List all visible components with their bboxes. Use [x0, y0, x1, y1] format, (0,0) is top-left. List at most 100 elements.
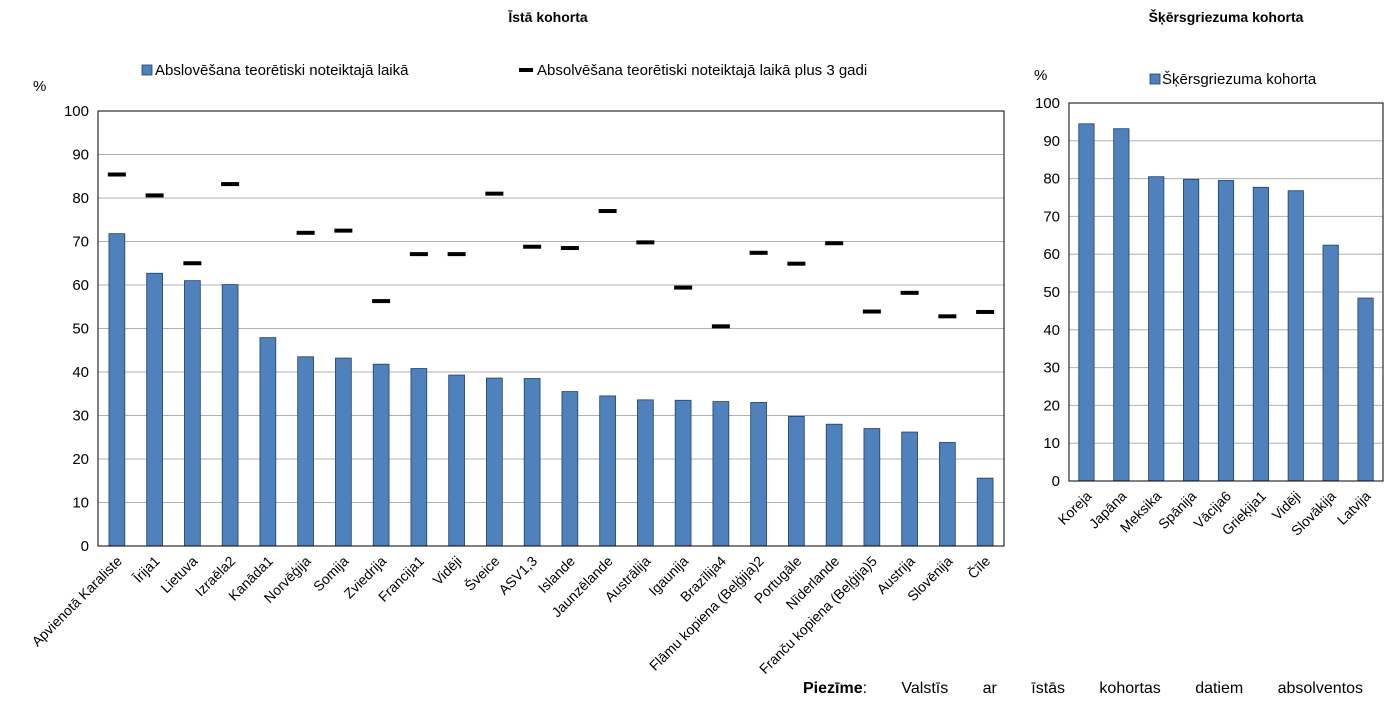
marker-francija1: [409, 252, 428, 257]
right-chart-title: Šķērsgriezuma kohorta: [1149, 8, 1304, 25]
bar-igaunija: [674, 399, 692, 547]
y-tick-label: 100: [1035, 95, 1060, 112]
legend-swatch-cross-section: [1149, 73, 1161, 85]
marker-portugale: [787, 261, 806, 266]
bar-irija1: [146, 272, 163, 547]
marker-igaunija: [674, 285, 693, 290]
left-y-axis-label: %: [33, 78, 46, 95]
bar-videji: [448, 374, 465, 547]
bar-slovakija: [1322, 244, 1339, 482]
left-gridlines: [98, 154, 1004, 503]
bar-sveice: [486, 377, 503, 547]
y-tick-label: 90: [72, 147, 89, 164]
marker-niderlande: [825, 241, 844, 246]
bar-lietuva: [184, 280, 201, 547]
left-plot-frame: [97, 110, 1005, 547]
marker-australija: [636, 240, 655, 245]
marker-apvienota-karaliste: [107, 172, 126, 177]
y-tick-label: 50: [1043, 284, 1060, 301]
left-category-labels: Apvienotā Karaliste Īrija1LietuvaIzraēla2…: [28, 553, 993, 677]
bar-islande: [561, 391, 579, 547]
y-tick-label: 30: [72, 408, 89, 425]
right-legend: Šķērsgriezuma kohorta: [1149, 71, 1317, 88]
marker-asv1-3: [523, 244, 542, 249]
left-y-tick-labels: 0 10 20 30 40 50 60 70 80 90 100: [64, 103, 89, 555]
footnote-label: Piezīme: [803, 680, 863, 697]
marker-cile: [976, 309, 995, 314]
legend-label-bar: Abslovēšana teorētiski noteiktajā laikā: [155, 62, 409, 79]
marker-francu-kopiena-belgija-5: [862, 309, 881, 314]
legend-label-marker: Absolvēšana teorētiski noteiktajā laikā …: [537, 62, 867, 79]
bar-brazilija4: [712, 401, 730, 547]
marker-irija1: [145, 193, 164, 198]
footnote-text: : Valstīs ar īstās kohortas datiem absol…: [862, 680, 1363, 697]
bar-niderlande: [825, 423, 843, 547]
y-tick-label: 30: [1043, 360, 1060, 377]
marker-izraela2: [221, 182, 240, 187]
y-tick-label: 70: [1043, 208, 1060, 225]
category-label: Īrija1: [130, 553, 163, 586]
y-tick-label: 0: [81, 538, 89, 555]
bar-portugale: [788, 415, 805, 547]
y-tick-label: 20: [72, 451, 89, 468]
legend-swatch-bar: [141, 64, 153, 76]
bar-austrija: [901, 431, 918, 547]
bar-latvija: [1357, 297, 1374, 482]
bar-asv1-3: [523, 378, 541, 547]
right-plot-frame: [1068, 102, 1384, 482]
bar-norvegija: [297, 356, 314, 547]
bar-apvienota-karaliste: [108, 233, 126, 547]
y-tick-label: 60: [1043, 246, 1060, 263]
right-bars: [1078, 123, 1374, 482]
y-tick-label: 0: [1052, 473, 1060, 490]
marker-flamu-kopiena-belgija-2: [749, 250, 768, 255]
bar-flamu-kopiena-belgija-2: [750, 402, 767, 547]
right-category-labels: KorejaJapānaMeksikaSpānijaVācija6Grieķij…: [1055, 488, 1374, 539]
bar-jaunzelande: [599, 395, 616, 547]
marker-norvegija: [296, 230, 315, 235]
bar-spanija: [1183, 178, 1200, 482]
category-label: Vidēji: [429, 553, 464, 588]
bar-cile: [976, 477, 994, 547]
bar-zviedrija: [372, 363, 390, 547]
legend-label-cross-section: Šķērsgriezuma kohorta: [1162, 71, 1317, 88]
left-legend: Abslovēšana teorētiski noteiktajā laikā …: [141, 62, 867, 79]
left-markers: [107, 172, 995, 329]
y-tick-label: 70: [72, 234, 89, 251]
bar-griekija1: [1252, 186, 1269, 482]
bar-australija: [637, 399, 654, 547]
category-label: ASV1,3: [495, 553, 540, 598]
y-tick-label: 50: [72, 321, 89, 338]
y-tick-label: 10: [72, 495, 89, 512]
marker-brazilija4: [711, 324, 730, 329]
right-y-axis-label: %: [1034, 67, 1047, 84]
marker-lietuva: [183, 261, 202, 266]
marker-islande: [560, 246, 579, 251]
y-tick-label: 20: [1043, 397, 1060, 414]
y-tick-label: 100: [64, 103, 89, 120]
marker-somija: [334, 228, 353, 233]
category-label: Čīle: [964, 553, 993, 582]
bar-izraela2: [221, 284, 239, 547]
marker-austrija: [900, 290, 919, 295]
bar-videji: [1287, 190, 1304, 482]
marker-sveice: [485, 191, 504, 196]
y-tick-label: 90: [1043, 133, 1060, 150]
bar-koreja: [1078, 123, 1095, 482]
footnote: Piezīme: Valstīs ar īstās kohortas datie…: [803, 680, 1363, 698]
bar-francija1: [410, 368, 428, 547]
bar-somija: [335, 357, 352, 547]
bar-slovenija: [939, 442, 956, 547]
bar-meksika: [1148, 176, 1165, 482]
y-tick-label: 40: [72, 364, 89, 381]
marker-videji: [447, 252, 466, 257]
marker-slovenija: [938, 314, 957, 319]
y-tick-label: 10: [1043, 435, 1060, 452]
y-tick-label: 40: [1043, 322, 1060, 339]
bar-kanada1: [259, 337, 277, 547]
right-y-tick-labels: 0 10 20 30 40 50 60 70 80 90 100: [1035, 95, 1060, 490]
legend-swatch-marker: [519, 68, 533, 72]
y-tick-label: 80: [1043, 171, 1060, 188]
marker-zviedrija: [372, 299, 391, 304]
